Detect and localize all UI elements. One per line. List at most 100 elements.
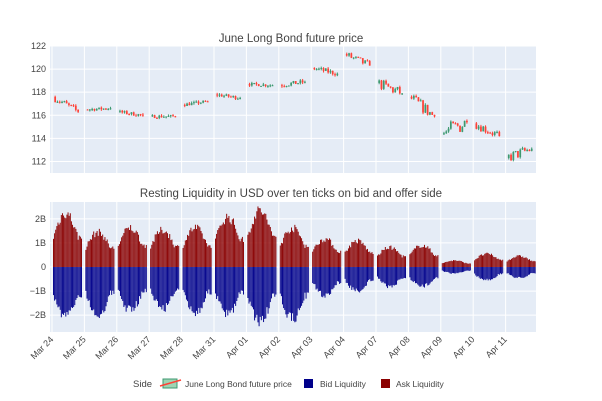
bid-bar[interactable] [388,267,390,286]
ask-bar[interactable] [499,259,501,267]
ask-bar[interactable] [158,233,160,267]
ask-bar[interactable] [339,253,341,267]
bid-bar[interactable] [160,267,162,308]
candle-body[interactable] [153,115,156,118]
candle-body[interactable] [162,116,165,118]
ask-bar[interactable] [397,250,399,267]
ask-bar[interactable] [216,233,218,267]
bid-bar[interactable] [106,267,108,303]
candle-body[interactable] [186,103,188,106]
bid-bar[interactable] [289,267,291,313]
bid-bar[interactable] [177,267,179,289]
ask-bar[interactable] [423,244,425,267]
candle-body[interactable] [368,61,371,66]
bid-bar[interactable] [427,267,429,286]
ask-bar[interactable] [457,260,459,267]
bid-bar[interactable] [165,267,167,304]
bid-bar[interactable] [523,267,525,278]
bid-bar[interactable] [367,267,368,282]
bid-bar[interactable] [63,267,65,315]
bid-bar[interactable] [336,267,338,282]
bid-bar[interactable] [418,267,420,286]
ask-bar[interactable] [291,227,292,267]
candle-body[interactable] [234,96,237,100]
ask-bar[interactable] [265,213,267,267]
ask-bar[interactable] [444,262,445,267]
bid-bar[interactable] [163,267,165,311]
candle-body[interactable] [496,131,498,133]
bid-bar[interactable] [222,267,224,311]
bid-bar[interactable] [283,267,285,309]
bid-bar[interactable] [499,267,501,274]
bid-bar[interactable] [313,267,315,284]
ask-bar[interactable] [133,232,135,267]
ask-bar[interactable] [287,231,289,267]
ask-bar[interactable] [168,238,170,267]
bid-bar[interactable] [183,267,185,293]
ask-bar[interactable] [298,235,300,267]
bid-bar[interactable] [92,267,94,311]
ask-bar[interactable] [526,258,528,267]
ask-bar[interactable] [93,231,95,267]
bid-bar[interactable] [344,267,346,279]
ask-bar[interactable] [289,232,291,267]
bid-bar[interactable] [117,267,119,290]
candle-body[interactable] [204,100,207,102]
ask-bar[interactable] [482,255,484,267]
bid-bar[interactable] [234,267,236,304]
bid-bar[interactable] [493,267,495,279]
bid-bar[interactable] [219,267,221,302]
ask-bar[interactable] [185,239,187,267]
ask-bar[interactable] [446,261,448,267]
ask-bar[interactable] [388,249,390,267]
ask-bar[interactable] [364,245,366,267]
candle-body[interactable] [216,94,219,96]
bid-bar[interactable] [332,267,334,290]
ask-bar[interactable] [139,241,141,267]
ask-bar[interactable] [241,236,243,267]
bid-bar[interactable] [175,267,177,291]
bid-bar[interactable] [269,267,271,303]
ask-bar[interactable] [257,206,259,267]
candle-body[interactable] [380,80,383,89]
candle-body[interactable] [396,87,399,90]
bid-bar[interactable] [79,267,81,298]
candle-body[interactable] [443,133,445,135]
ask-bar[interactable] [273,235,275,267]
candle-body[interactable] [283,86,286,88]
candle-body[interactable] [287,85,290,87]
bid-bar[interactable] [286,267,288,318]
bid-bar[interactable] [210,267,212,295]
bid-bar[interactable] [437,267,439,279]
ask-bar[interactable] [494,257,496,267]
ask-bar[interactable] [515,256,517,267]
bid-bar[interactable] [199,267,201,313]
bid-bar[interactable] [294,267,296,323]
ask-bar[interactable] [431,252,433,267]
bid-bar[interactable] [202,267,204,303]
candle-body[interactable] [392,87,394,93]
ask-bar[interactable] [448,261,450,267]
bid-bar[interactable] [398,267,400,280]
bid-bar[interactable] [387,267,389,289]
ask-bar[interactable] [131,230,133,267]
ask-bar[interactable] [237,235,239,267]
bid-bar[interactable] [140,267,142,299]
ask-bar[interactable] [296,229,298,267]
bid-bar[interactable] [526,267,528,277]
bid-bar[interactable] [275,267,277,295]
candle-body[interactable] [415,95,418,98]
bid-bar[interactable] [270,267,272,299]
bid-bar[interactable] [58,267,60,307]
ask-bar[interactable] [231,219,233,267]
ask-bar[interactable] [218,228,220,267]
ask-bar[interactable] [294,224,296,267]
bid-bar[interactable] [237,267,239,298]
candle-body[interactable] [91,109,94,111]
candle-body[interactable] [322,68,325,71]
ask-bar[interactable] [169,234,171,267]
bid-bar[interactable] [238,267,240,293]
candle-body[interactable] [398,87,401,94]
ask-bar[interactable] [221,224,223,267]
candle-body[interactable] [223,95,225,97]
